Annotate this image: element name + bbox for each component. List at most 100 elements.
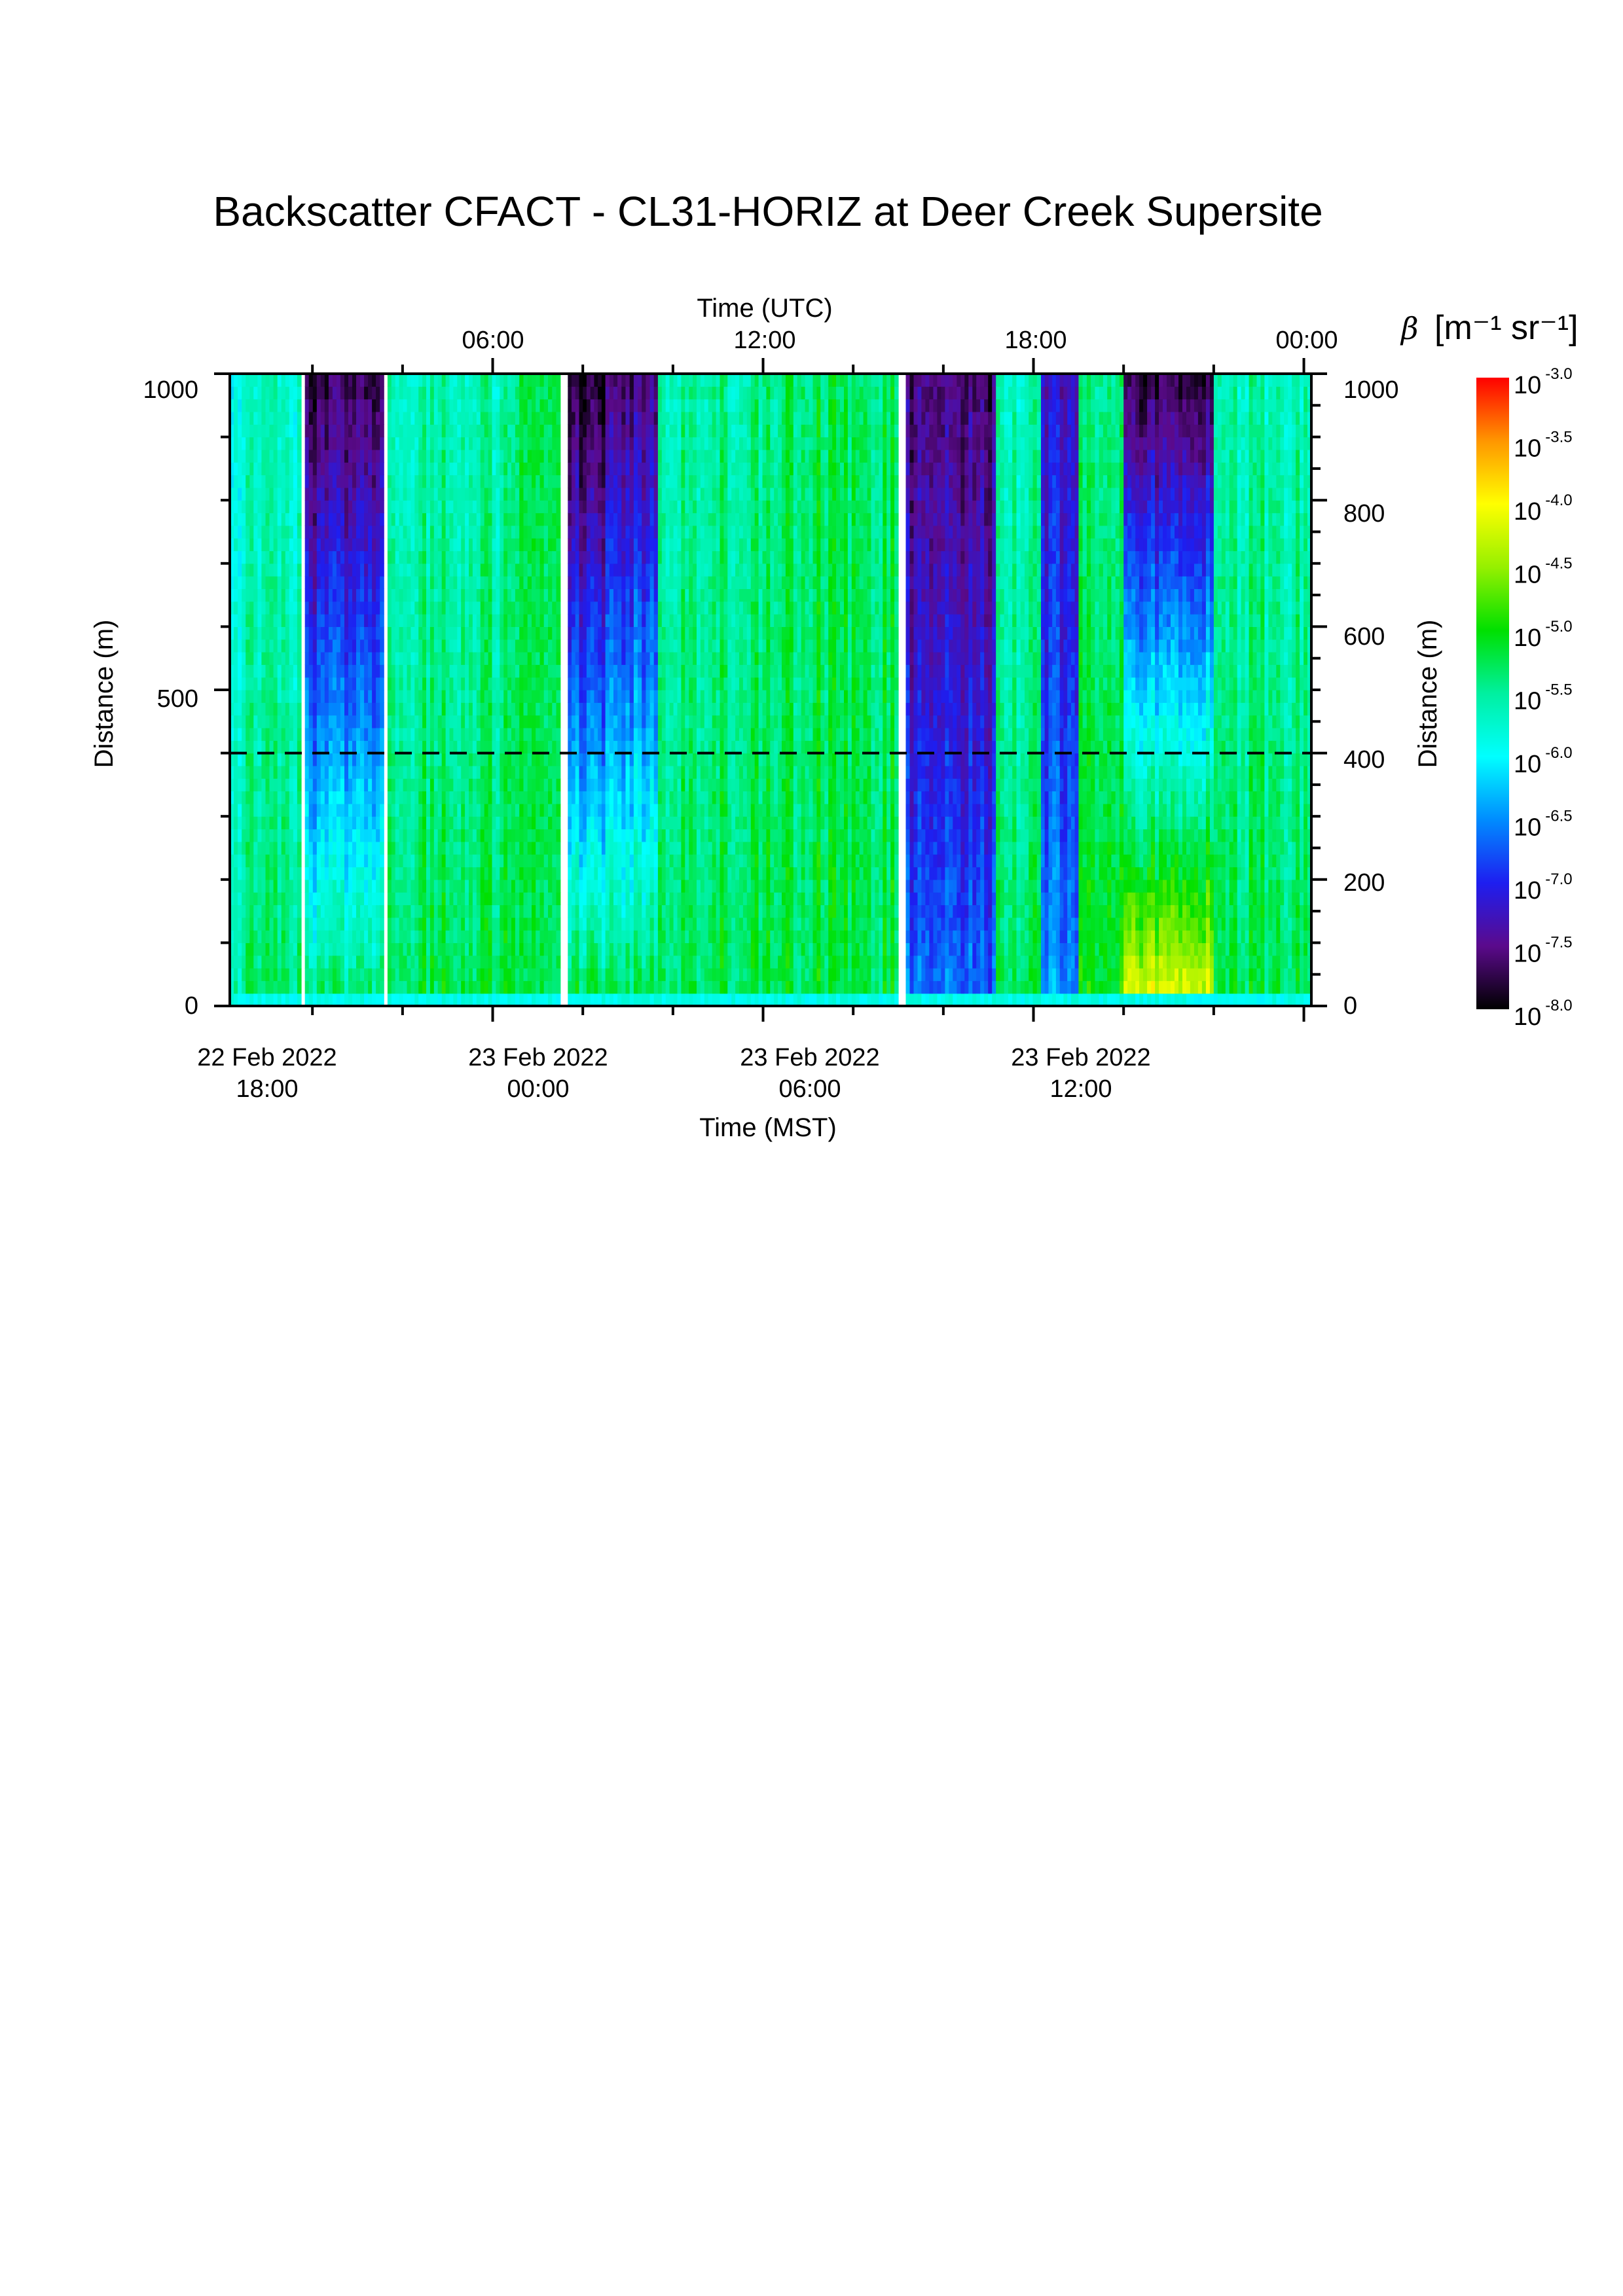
- heatmap-cell: [414, 892, 419, 905]
- heatmap-cell: [364, 424, 369, 438]
- heatmap-cell: [297, 740, 302, 754]
- heatmap-cell: [348, 538, 353, 552]
- heatmap-cell: [391, 829, 396, 842]
- heatmap-cell: [249, 374, 254, 387]
- heatmap-cell: [543, 550, 549, 564]
- heatmap-cell: [484, 829, 489, 842]
- heatmap-cell: [360, 588, 365, 602]
- heatmap-cell: [433, 399, 439, 412]
- heatmap-cell: [320, 475, 325, 488]
- heatmap-cell: [583, 652, 587, 665]
- heatmap-cell: [426, 538, 431, 552]
- heatmap-cell: [617, 386, 622, 400]
- heatmap-cell: [441, 980, 447, 994]
- heatmap-cell: [387, 867, 392, 880]
- heatmap-cell: [536, 550, 541, 564]
- heatmap-cell: [461, 437, 465, 450]
- heatmap-cell: [429, 803, 435, 817]
- heatmap-cell: [429, 728, 435, 741]
- heatmap-cell: [500, 399, 504, 412]
- heatmap-cell: [344, 879, 349, 893]
- heatmap-cell: [242, 905, 246, 918]
- heatmap-cell: [625, 588, 630, 602]
- heatmap-cell: [453, 892, 458, 905]
- heatmap-cell: [340, 968, 345, 981]
- heatmap-cell: [484, 652, 489, 665]
- heatmap-cell: [246, 980, 250, 994]
- heatmap-cell: [532, 664, 536, 678]
- heatmap-cell: [344, 462, 349, 476]
- heatmap-cell: [269, 550, 274, 564]
- heatmap-cell: [356, 791, 361, 804]
- heatmap-cell: [476, 753, 481, 766]
- heatmap-cell: [453, 462, 458, 476]
- heatmap-cell: [348, 690, 353, 703]
- heatmap-cell: [312, 652, 318, 665]
- heatmap-cell: [590, 816, 594, 830]
- heatmap-cell: [621, 702, 627, 716]
- heatmap-cell: [503, 652, 508, 665]
- heatmap-cell: [536, 816, 541, 830]
- heatmap-cell: [465, 449, 469, 463]
- heatmap-cell: [304, 955, 310, 969]
- heatmap-cell: [568, 867, 572, 880]
- heatmap-cell: [449, 728, 454, 741]
- heatmap-cell: [395, 601, 400, 615]
- heatmap-cell: [515, 437, 520, 450]
- heatmap-cell: [625, 487, 630, 501]
- heatmap-cell: [273, 942, 278, 956]
- heatmap-cell: [480, 778, 485, 792]
- heatmap-cell: [308, 942, 314, 956]
- heatmap-cell: [441, 715, 447, 728]
- heatmap-cell: [617, 588, 622, 602]
- heatmap-cell: [304, 538, 310, 552]
- heatmap-cell: [426, 980, 431, 994]
- heatmap-cell: [249, 955, 254, 969]
- heatmap-cell: [441, 829, 447, 842]
- heatmap-cell: [293, 563, 298, 577]
- heatmap-cell: [332, 930, 337, 943]
- heatmap-cell: [609, 601, 614, 615]
- heatmap-cell: [469, 905, 473, 918]
- heatmap-cell: [387, 879, 392, 893]
- heatmap-cell: [613, 412, 618, 425]
- heatmap-cell: [304, 475, 310, 488]
- heatmap-cell: [320, 803, 325, 817]
- heatmap-cell: [414, 374, 419, 387]
- heatmap-cell: [230, 449, 234, 463]
- heatmap-cell: [601, 424, 606, 438]
- heatmap-cell: [609, 955, 614, 969]
- heatmap-cell: [418, 374, 423, 387]
- heatmap-cell: [539, 500, 545, 514]
- heatmap-cell: [492, 816, 496, 830]
- heatmap-cell: [356, 652, 361, 665]
- heatmap-cell: [605, 980, 610, 994]
- heatmap-cell: [536, 399, 541, 412]
- heatmap-cell: [332, 829, 337, 842]
- heatmap-cell: [629, 854, 634, 868]
- heatmap-cell: [269, 715, 274, 728]
- heatmap-cell: [536, 639, 541, 653]
- heatmap-cell: [426, 576, 431, 589]
- heatmap-cell: [543, 576, 549, 589]
- heatmap-cell: [617, 879, 622, 893]
- heatmap-cell: [625, 424, 630, 438]
- heatmap-cell: [344, 386, 349, 400]
- heatmap-cell: [583, 437, 587, 450]
- heatmap-cell: [621, 930, 627, 943]
- heatmap-cell: [277, 525, 282, 539]
- heatmap-cell: [372, 500, 376, 514]
- heatmap-cell: [445, 449, 450, 463]
- heatmap-cell: [441, 475, 447, 488]
- heatmap-cell: [536, 955, 541, 969]
- heatmap-cell: [238, 715, 242, 728]
- heatmap-cell: [598, 930, 602, 943]
- heatmap-cell: [328, 690, 333, 703]
- heatmap-cell: [613, 664, 618, 678]
- heatmap-cell: [265, 955, 270, 969]
- heatmap-cell: [273, 677, 278, 691]
- heatmap-cell: [426, 930, 431, 943]
- heatmap-cell: [480, 677, 485, 691]
- heatmap-cell: [480, 374, 485, 387]
- heatmap-cell: [387, 905, 392, 918]
